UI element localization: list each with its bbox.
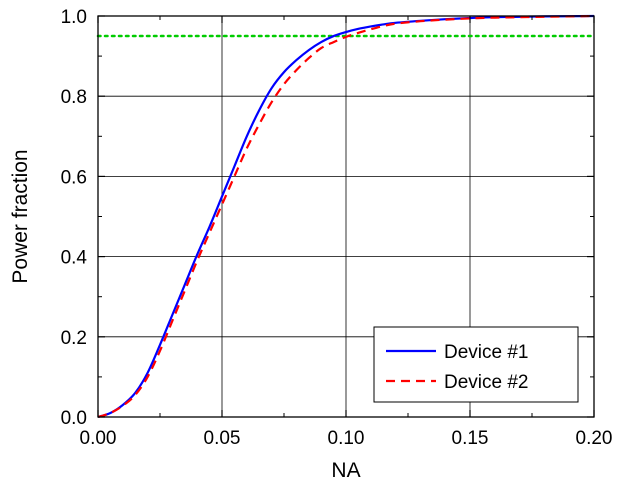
grid <box>98 16 594 417</box>
tick-labels: 0.00 0.05 0.10 0.15 0.20 0.0 0.2 0.4 0.6 0.8 1.0 <box>61 7 613 449</box>
y-tick-label: 0.6 <box>61 167 87 188</box>
x-axis-label: NA <box>331 459 360 482</box>
y-tick-label: 1.0 <box>61 7 87 28</box>
legend-box <box>373 326 579 403</box>
legend: Device #1 Device #2 <box>373 326 579 403</box>
y-tick-label: 0.0 <box>61 408 87 429</box>
y-tick-label: 0.4 <box>61 248 88 269</box>
ticks <box>97 15 595 418</box>
y-axis-label: Power fraction <box>9 149 32 283</box>
y-tick-label: 0.8 <box>61 87 87 108</box>
y-tick-label: 0.2 <box>61 328 87 349</box>
series-group <box>97 14 595 419</box>
series-line-device-2 <box>97 14 595 419</box>
x-tick-label: 0.10 <box>328 428 365 449</box>
x-tick-label: 0.00 <box>80 428 117 449</box>
x-tick-label: 0.05 <box>204 428 241 449</box>
legend-label-device-2: Device #2 <box>444 372 529 393</box>
x-tick-label: 0.20 <box>576 428 613 449</box>
legend-label-device-1: Device #1 <box>444 342 529 363</box>
x-tick-label: 0.15 <box>452 428 489 449</box>
